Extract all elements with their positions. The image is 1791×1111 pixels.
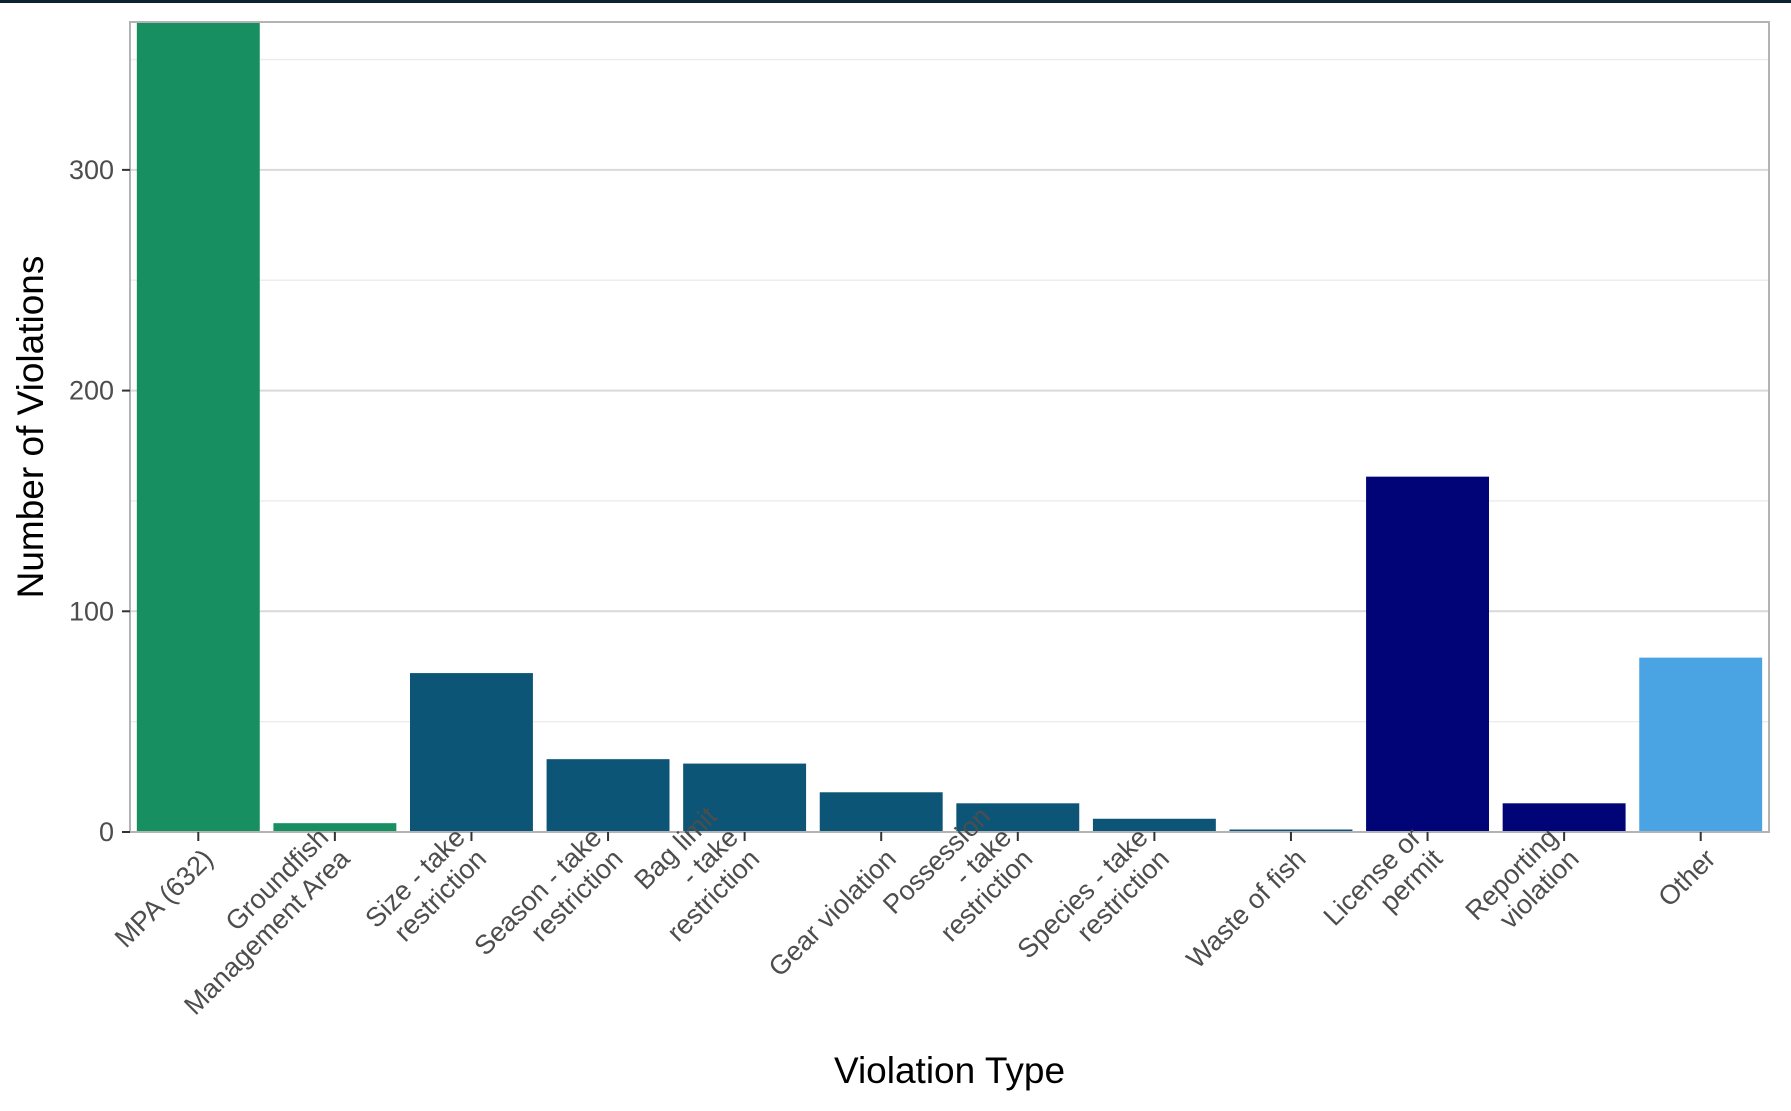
x-tick-label-line: Waste of fish	[1181, 843, 1312, 974]
bar	[1639, 657, 1763, 832]
bar	[136, 22, 260, 832]
y-tick-label: 200	[69, 376, 114, 406]
bar	[1229, 829, 1353, 832]
bars	[136, 22, 1763, 832]
plot-panel-border	[129, 21, 1770, 833]
bar	[1092, 818, 1216, 832]
bar	[409, 673, 533, 832]
bar	[956, 803, 1080, 832]
y-axis-ticks: 0 100 200 300	[69, 155, 130, 847]
x-tick-label-line: Other	[1652, 843, 1721, 912]
bar	[819, 792, 943, 832]
bar	[1502, 803, 1626, 832]
x-tick-label: Other	[1652, 843, 1721, 912]
y-tick-label: 0	[99, 817, 114, 847]
x-tick-label-line: MPA (632)	[109, 843, 219, 953]
bar	[273, 823, 397, 832]
y-tick-label: 300	[69, 155, 114, 185]
x-tick-label: MPA (632)	[109, 843, 219, 953]
x-tick-label: Waste of fish	[1181, 843, 1312, 974]
bar	[1366, 476, 1490, 832]
x-tick-label: Gear violation	[763, 843, 902, 982]
bar	[683, 763, 807, 832]
window-top-border	[0, 0, 1791, 3]
x-axis-title: Violation Type	[834, 1050, 1065, 1091]
x-tick-label-line: Gear violation	[763, 843, 902, 982]
y-axis-title: Number of Violations	[10, 256, 51, 599]
grid-lines	[130, 58, 1769, 833]
bar	[546, 759, 670, 832]
y-tick-label: 100	[69, 596, 114, 626]
